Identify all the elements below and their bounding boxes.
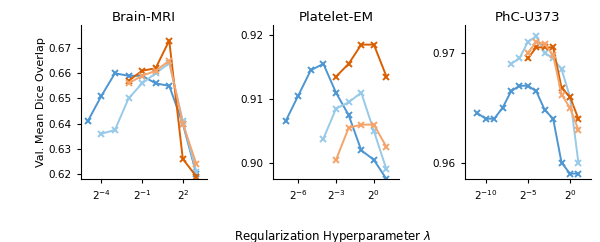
Y-axis label: Val. Mean Dice Overlap: Val. Mean Dice Overlap <box>36 37 46 167</box>
Title: Platelet-EM: Platelet-EM <box>299 11 373 24</box>
Text: Regularization Hyperparameter $\lambda$: Regularization Hyperparameter $\lambda$ <box>235 227 431 242</box>
Title: Brain-MRI: Brain-MRI <box>112 11 176 24</box>
Title: PhC-U373: PhC-U373 <box>495 11 560 24</box>
